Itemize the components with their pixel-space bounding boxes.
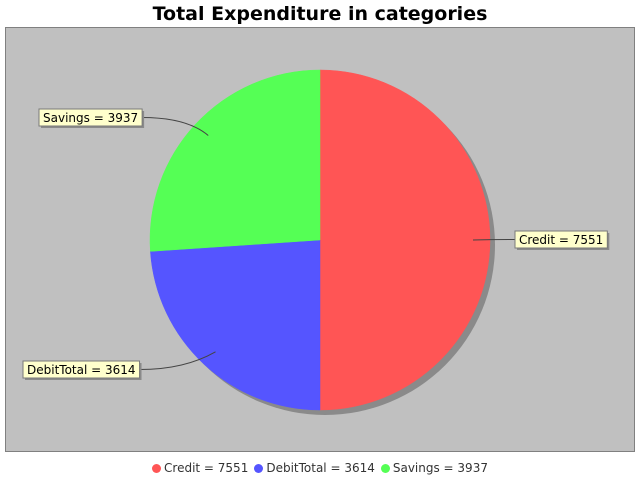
leader-line-debittotal [139, 351, 216, 370]
slice-label-text-credit: Credit = 7551 [519, 233, 603, 247]
legend-item-credit: Credit = 7551 [152, 461, 248, 475]
slice-label-text-debittotal: DebitTotal = 3614 [27, 363, 136, 377]
legend-swatch-debittotal [254, 463, 264, 473]
legend-label-credit: Credit = 7551 [164, 461, 249, 475]
leader-line-savings [142, 117, 209, 136]
pie-slice-savings [149, 69, 321, 252]
plot-area: Credit = 7551 DebitTotal = 3614 Savings = … [5, 27, 635, 452]
chart-title: Total Expenditure in categories [152, 3, 488, 25]
legend-label-savings: Savings = 3937 [392, 461, 488, 475]
legend-swatch-savings [380, 463, 390, 473]
slice-label-text-savings: Savings = 3937 [43, 111, 138, 125]
label-leader-lines [139, 117, 516, 370]
pie-slice-debittotal [150, 239, 321, 411]
legend: Credit = 7551 DebitTotal = 3614 Savings = … [0, 459, 640, 477]
pie-chart: Credit = 7551 DebitTotal = 3614 Savings = … [22, 69, 610, 415]
slice-labels: Credit = 7551 DebitTotal = 3614 Savings = … [22, 108, 610, 380]
legend-item-savings: Savings = 3937 [380, 461, 488, 475]
leader-line-credit [472, 239, 516, 241]
slice-label-box-savings [38, 108, 143, 127]
legend-swatch-credit [152, 463, 162, 473]
pie-slice-credit [319, 69, 491, 411]
pie-slices [149, 69, 491, 411]
slice-label-box-credit [514, 230, 608, 249]
slice-label-box-debittotal [22, 360, 141, 379]
legend-label-debittotal: DebitTotal = 3614 [266, 461, 375, 475]
legend-item-debittotal: DebitTotal = 3614 [254, 461, 375, 475]
